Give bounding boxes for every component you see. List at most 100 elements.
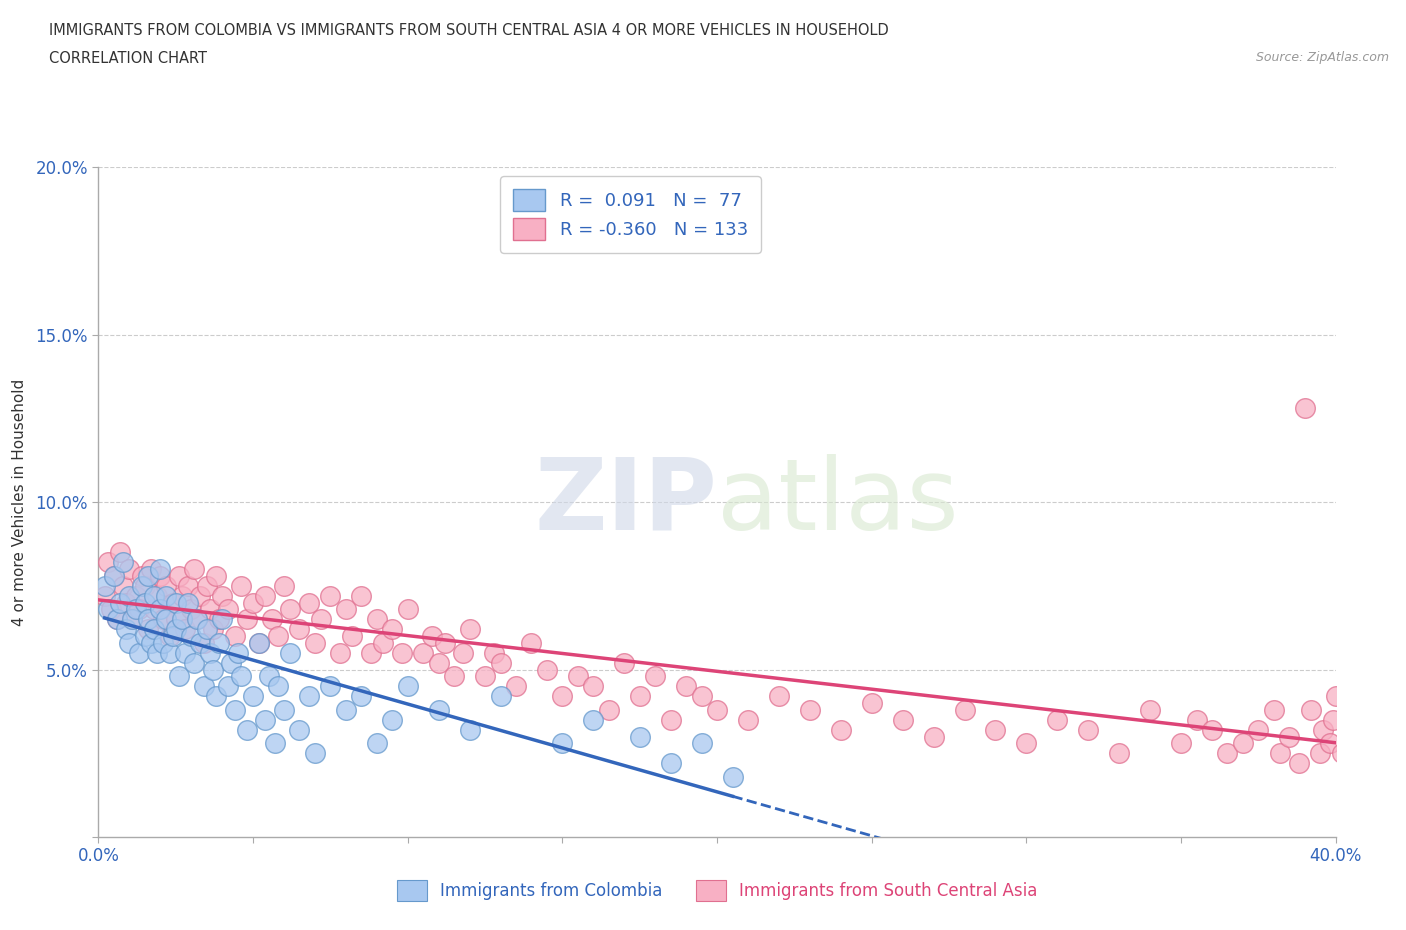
Point <box>149 602 172 617</box>
Point <box>391 645 413 660</box>
Point <box>211 612 233 627</box>
Point <box>254 712 277 727</box>
Point <box>170 589 193 604</box>
Point <box>1185 712 1208 727</box>
Point <box>1309 746 1331 761</box>
Point <box>177 578 200 593</box>
Point <box>195 578 218 593</box>
Point <box>458 622 481 637</box>
Point <box>162 595 184 610</box>
Point <box>1350 712 1372 727</box>
Point <box>1278 729 1301 744</box>
Point <box>422 629 444 644</box>
Point <box>108 595 131 610</box>
Point <box>427 656 450 671</box>
Point <box>860 696 883 711</box>
Point <box>298 595 321 610</box>
Point <box>1288 756 1310 771</box>
Point <box>567 669 589 684</box>
Point <box>690 736 713 751</box>
Point <box>350 589 373 604</box>
Point <box>103 568 125 583</box>
Point <box>329 645 352 660</box>
Point <box>118 635 141 650</box>
Point <box>474 669 496 684</box>
Point <box>319 679 342 694</box>
Point <box>427 702 450 717</box>
Point <box>1015 736 1038 751</box>
Point <box>115 622 138 637</box>
Point <box>489 656 512 671</box>
Point <box>167 669 190 684</box>
Point <box>1263 702 1285 717</box>
Text: IMMIGRANTS FROM COLOMBIA VS IMMIGRANTS FROM SOUTH CENTRAL ASIA 4 OR MORE VEHICLE: IMMIGRANTS FROM COLOMBIA VS IMMIGRANTS F… <box>49 23 889 38</box>
Point <box>155 578 177 593</box>
Point <box>201 662 224 677</box>
Point <box>121 612 143 627</box>
Point <box>598 702 620 717</box>
Text: CORRELATION CHART: CORRELATION CHART <box>49 51 207 66</box>
Point <box>124 602 146 617</box>
Point <box>396 602 419 617</box>
Text: Source: ZipAtlas.com: Source: ZipAtlas.com <box>1256 51 1389 64</box>
Point <box>105 612 128 627</box>
Point <box>319 589 342 604</box>
Point <box>170 612 193 627</box>
Point <box>366 612 388 627</box>
Point <box>128 645 150 660</box>
Point <box>183 562 205 577</box>
Point <box>721 769 744 784</box>
Point <box>304 746 326 761</box>
Point <box>136 622 159 637</box>
Point <box>309 612 332 627</box>
Point <box>121 612 143 627</box>
Point <box>224 629 246 644</box>
Point <box>211 589 233 604</box>
Point <box>105 612 128 627</box>
Point <box>217 679 239 694</box>
Point <box>1216 746 1239 761</box>
Point <box>167 568 190 583</box>
Point <box>208 612 231 627</box>
Point <box>143 589 166 604</box>
Point <box>136 568 159 583</box>
Point <box>162 629 184 644</box>
Point <box>520 635 543 650</box>
Point <box>159 645 181 660</box>
Point <box>1299 702 1322 717</box>
Point <box>134 595 156 610</box>
Y-axis label: 4 or more Vehicles in Household: 4 or more Vehicles in Household <box>13 379 27 626</box>
Point <box>155 589 177 604</box>
Point <box>93 578 115 593</box>
Point <box>396 679 419 694</box>
Point <box>205 689 228 704</box>
Point <box>186 612 208 627</box>
Point <box>97 602 120 617</box>
Point <box>236 612 259 627</box>
Point <box>180 602 202 617</box>
Point <box>159 629 181 644</box>
Point <box>263 736 285 751</box>
Point <box>131 568 153 583</box>
Point <box>198 645 221 660</box>
Point <box>118 589 141 604</box>
Point <box>221 656 243 671</box>
Point <box>201 622 224 637</box>
Point <box>257 669 280 684</box>
Point <box>922 729 945 744</box>
Point <box>799 702 821 717</box>
Point <box>100 602 122 617</box>
Point <box>198 602 221 617</box>
Point <box>273 578 295 593</box>
Point <box>891 712 914 727</box>
Point <box>830 723 852 737</box>
Point <box>149 562 172 577</box>
Point <box>177 595 200 610</box>
Point <box>1371 736 1393 751</box>
Point <box>335 602 357 617</box>
Point <box>103 568 125 583</box>
Point <box>1319 736 1341 751</box>
Point <box>690 689 713 704</box>
Point <box>108 545 131 560</box>
Point <box>1322 712 1344 727</box>
